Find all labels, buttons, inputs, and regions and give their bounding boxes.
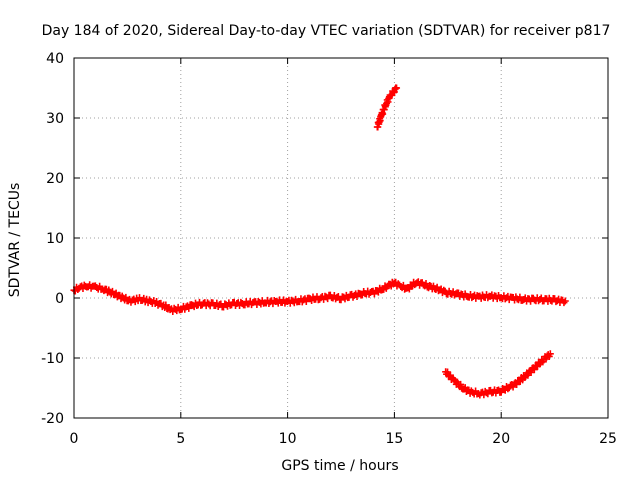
axis-ticks: 0 5 10 15 20 25 -20 -10 0 10 20 30 40 bbox=[41, 51, 617, 447]
series-0 bbox=[70, 278, 569, 315]
data-point bbox=[561, 297, 569, 305]
x-tick-label: 20 bbox=[492, 431, 510, 447]
y-axis-label: SDTVAR / TECUs bbox=[7, 183, 23, 298]
y-tick-label: 0 bbox=[55, 291, 64, 307]
y-tick-label: 40 bbox=[46, 51, 64, 67]
data-point bbox=[504, 385, 512, 393]
data-point bbox=[457, 380, 465, 388]
x-tick-label: 5 bbox=[176, 431, 185, 447]
data-point bbox=[422, 280, 430, 287]
y-tick-label: 10 bbox=[46, 231, 64, 247]
y-tick-label: 20 bbox=[46, 171, 64, 187]
x-tick-label: 0 bbox=[70, 431, 79, 447]
y-tick-label: -20 bbox=[41, 411, 64, 427]
series-2 bbox=[442, 350, 554, 399]
data-point bbox=[530, 366, 538, 374]
y-tick-label: -10 bbox=[41, 351, 64, 367]
chart-title: Day 184 of 2020, Sidereal Day-to-day VTE… bbox=[42, 23, 611, 39]
data-point bbox=[185, 304, 193, 312]
data-point bbox=[393, 84, 401, 92]
y-tick-label: 30 bbox=[46, 111, 64, 127]
x-axis-label: GPS time / hours bbox=[281, 458, 398, 474]
x-tick-label: 10 bbox=[279, 431, 297, 447]
series-1 bbox=[373, 84, 401, 131]
x-tick-label: 25 bbox=[599, 431, 617, 447]
plot-area bbox=[70, 84, 569, 399]
grid bbox=[74, 58, 608, 418]
x-tick-label: 15 bbox=[385, 431, 403, 447]
data-point bbox=[546, 350, 554, 358]
